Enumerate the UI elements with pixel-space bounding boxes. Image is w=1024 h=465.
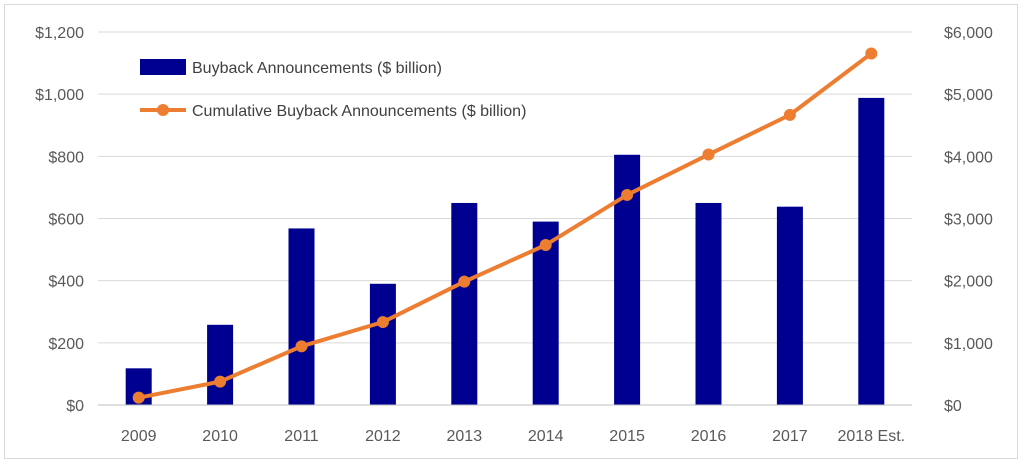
x-tick-label: 2013 [447, 428, 483, 445]
right-tick-label: $4,000 [944, 149, 993, 166]
line-point [458, 275, 471, 288]
left-tick-label: $800 [48, 149, 84, 166]
bar-series [125, 97, 885, 405]
left-tick-label: $200 [48, 336, 84, 353]
line-point [295, 340, 308, 353]
chart-frame [4, 4, 1018, 459]
line-point [539, 238, 552, 251]
legend-bar-label: Buyback Announcements ($ billion) [192, 60, 442, 77]
x-tick-label: 2017 [772, 428, 808, 445]
bar [532, 221, 559, 405]
line-point [376, 316, 389, 329]
left-tick-label: $1,000 [35, 87, 84, 104]
x-tick-label: 2010 [202, 428, 238, 445]
left-tick-label: $0 [66, 398, 84, 415]
right-tick-label: $2,000 [944, 274, 993, 291]
right-tick-label: $5,000 [944, 87, 993, 104]
legend: Buyback Announcements ($ billion) Cumula… [140, 59, 526, 120]
right-axis-ticks: $0 $1,000 $2,000 $3,000 $4,000 $5,000 $6,000 [944, 25, 993, 415]
right-tick-label: $1,000 [944, 336, 993, 353]
x-tick-label: 2011 [284, 428, 319, 445]
bar [451, 202, 478, 405]
x-tick-label: 2015 [609, 428, 645, 445]
x-tick-label: 2014 [528, 428, 564, 445]
gridlines [98, 31, 912, 344]
bar [858, 97, 885, 405]
left-axis-ticks: $0 $200 $400 $600 $800 $1,000 $1,200 [35, 25, 84, 415]
line-point [621, 188, 634, 201]
legend-line-marker [157, 104, 169, 116]
line-point [132, 391, 145, 404]
left-tick-label: $400 [48, 274, 84, 291]
x-tick-label: 2012 [365, 428, 401, 445]
right-tick-label: $3,000 [944, 212, 993, 229]
right-tick-label: $0 [944, 398, 962, 415]
bar [776, 206, 803, 405]
bar [288, 228, 315, 405]
right-tick-label: $6,000 [944, 25, 993, 42]
x-tick-label: 2018 Est. [837, 428, 905, 445]
cumulative-line [138, 51, 873, 400]
line-point [783, 108, 796, 121]
legend-bar-swatch [140, 59, 186, 75]
bar [369, 283, 396, 405]
line-point [214, 375, 227, 388]
line-point [865, 47, 878, 60]
x-axis-ticks: 2009 2010 2011 2012 2013 2014 2015 2016 2017 2018… [121, 428, 905, 445]
bar [207, 324, 234, 405]
x-tick-label: 2009 [121, 428, 157, 445]
legend-line-label: Cumulative Buyback Announcements ($ bill… [192, 103, 526, 120]
left-tick-label: $1,200 [35, 25, 84, 42]
bar [695, 202, 722, 405]
left-tick-label: $600 [48, 212, 84, 229]
line-series [132, 47, 878, 404]
line-point [702, 148, 715, 161]
x-tick-label: 2016 [691, 428, 727, 445]
